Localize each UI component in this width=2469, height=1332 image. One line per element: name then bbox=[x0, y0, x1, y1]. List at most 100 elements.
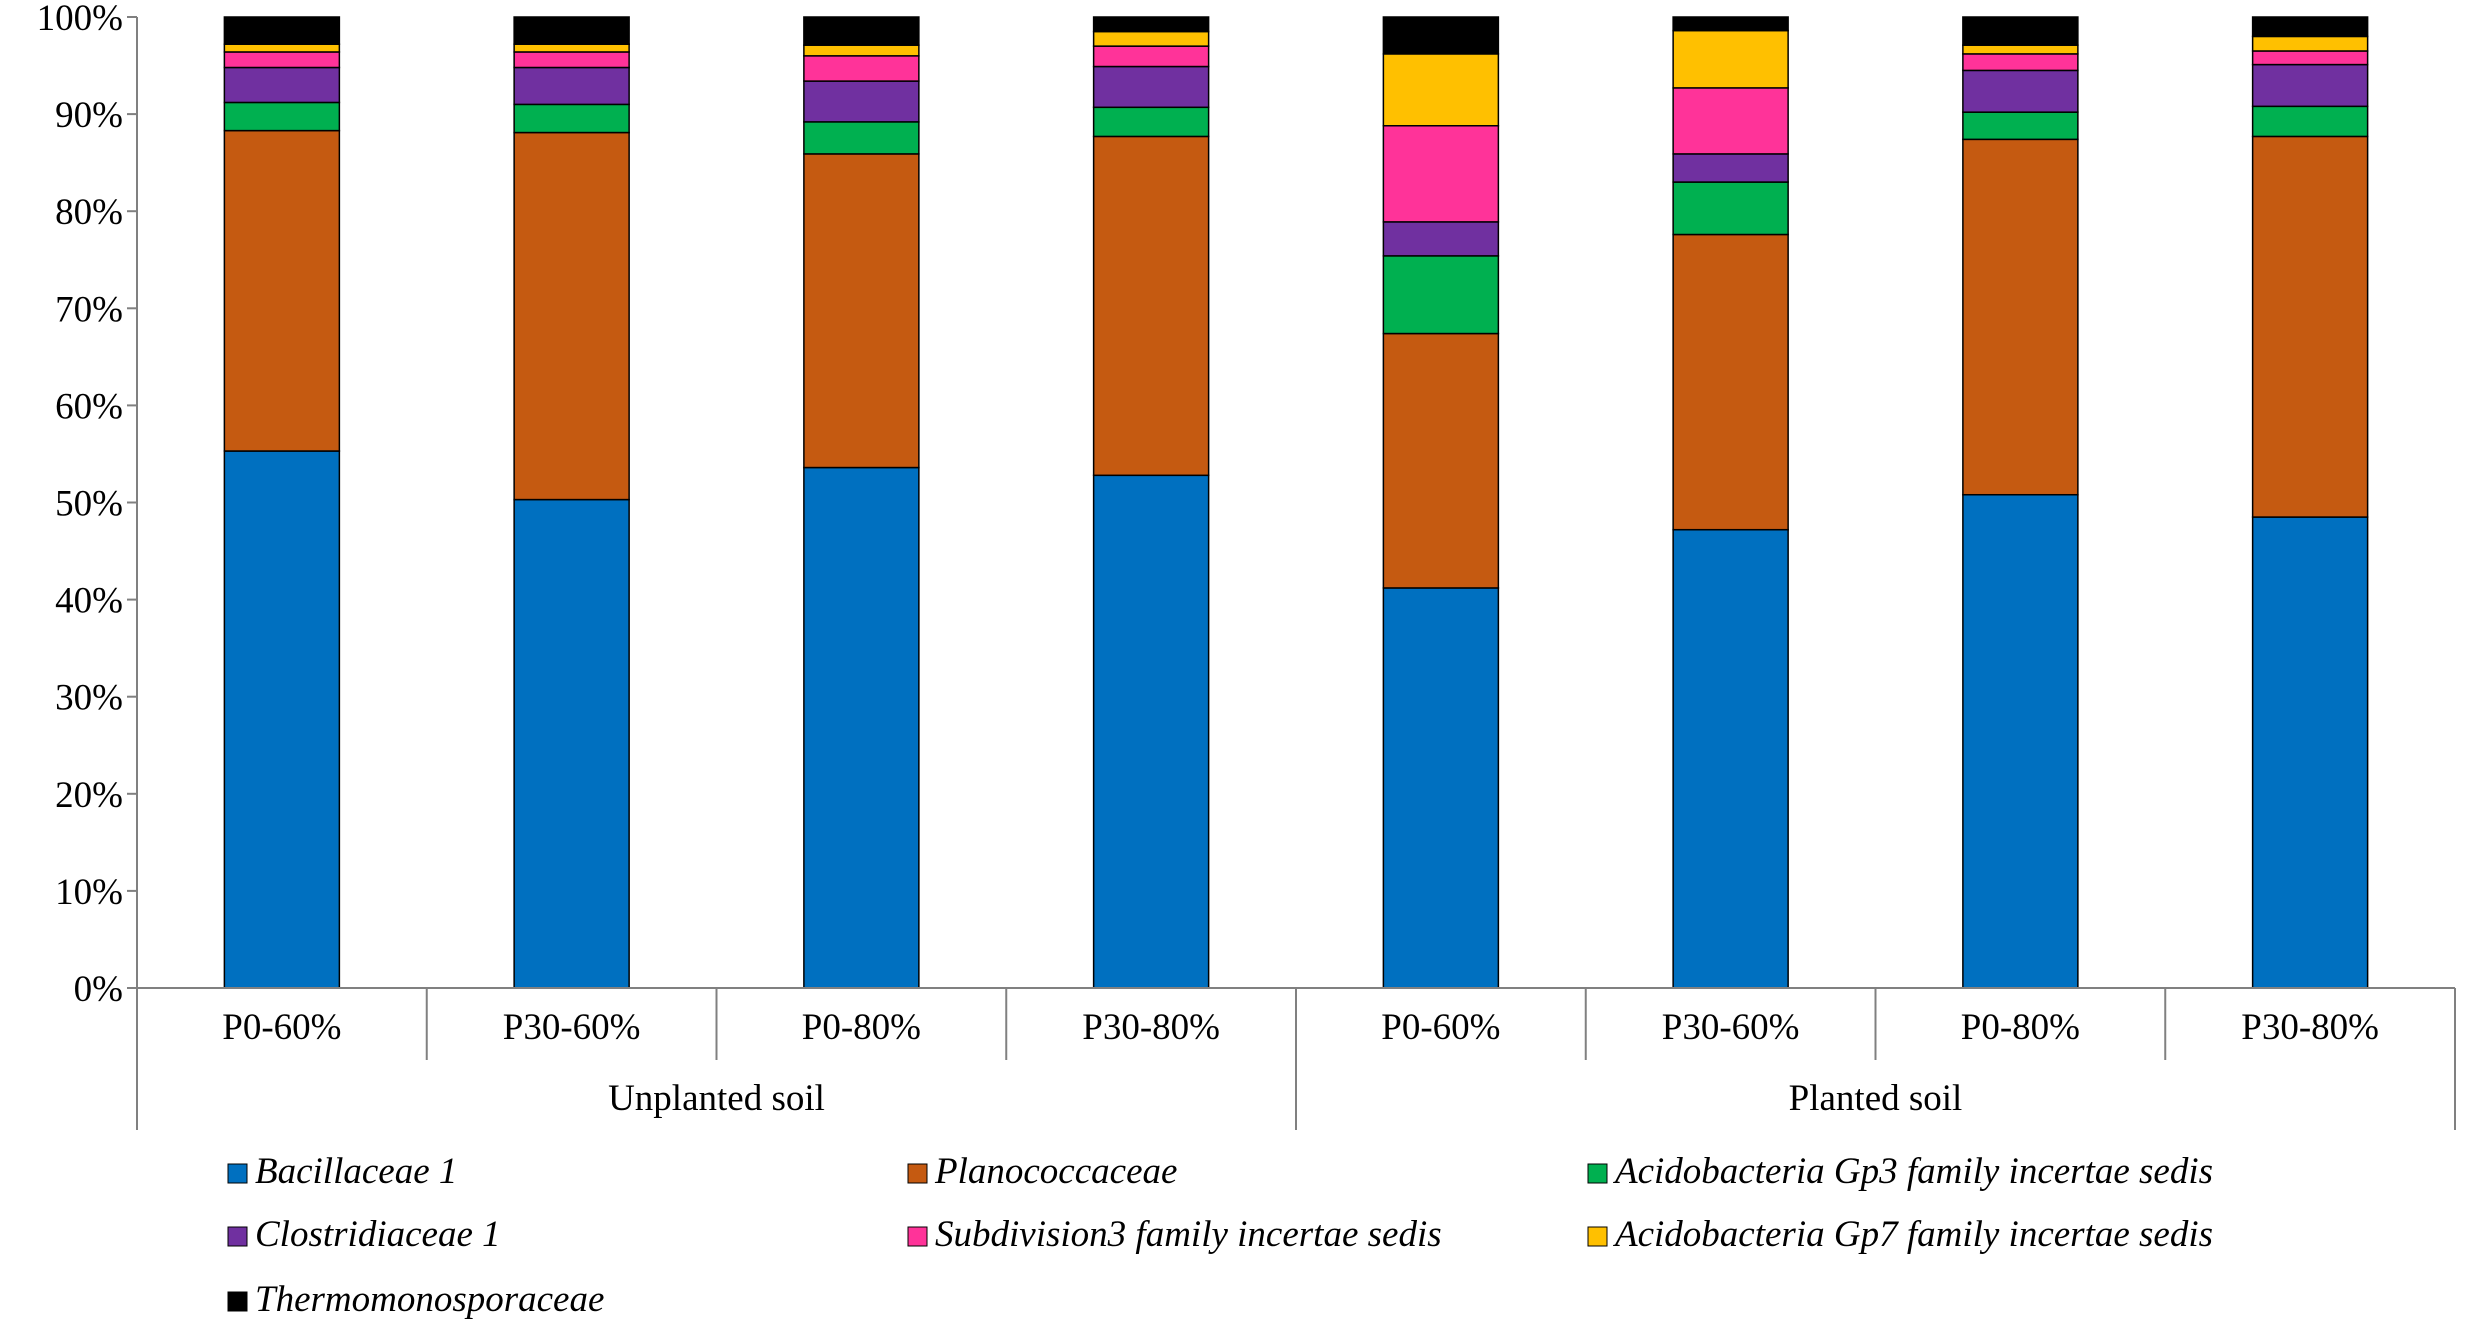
bar-stack bbox=[1092, 16, 1210, 989]
bar-segment-thermomonosporaceae bbox=[223, 16, 341, 45]
bar-segment-planococcaceae bbox=[1672, 233, 1789, 531]
bar-segment-subdivision3-family-incertae-sedis bbox=[223, 51, 341, 69]
bar-stack bbox=[1672, 16, 1789, 989]
y-tick-label: 50% bbox=[55, 484, 123, 525]
y-tick-label: 80% bbox=[55, 192, 123, 233]
bar-segment-bacillaceae-1 bbox=[1382, 587, 1500, 989]
bar-segment-acidobacteria-gp7-family-incertae-sedis bbox=[1382, 53, 1500, 127]
legend-swatch bbox=[1587, 1226, 1608, 1247]
legend-swatch bbox=[907, 1226, 928, 1247]
x-tick-label: P0-80% bbox=[1961, 1007, 2080, 1048]
bar-segment-planococcaceae bbox=[2251, 135, 2369, 518]
bar-segment-bacillaceae-1 bbox=[2251, 516, 2369, 989]
bar-stack bbox=[2251, 16, 2369, 989]
legend-label: Acidobacteria Gp7 family incertae sedis bbox=[1612, 1214, 2213, 1255]
bar-stack bbox=[513, 16, 630, 989]
legend-swatch bbox=[227, 1163, 248, 1184]
bar-segment-thermomonosporaceae bbox=[2251, 16, 2369, 38]
bar-stack bbox=[803, 16, 920, 989]
bar-segment-planococcaceae bbox=[1962, 138, 2079, 496]
bar-segment-clostridiaceae-1 bbox=[803, 80, 920, 123]
legend-label: Planococcaceae bbox=[934, 1151, 1177, 1192]
y-tick-label: 100% bbox=[37, 0, 123, 39]
bar-segment-acidobacteria-gp3-family-incertae-sedis bbox=[513, 103, 630, 134]
x-group-label: Unplanted soil bbox=[608, 1078, 825, 1119]
bar-segment-subdivision3-family-incertae-sedis bbox=[1092, 45, 1210, 68]
bar-segment-acidobacteria-gp3-family-incertae-sedis bbox=[1092, 106, 1210, 138]
x-tick-label: P0-60% bbox=[1381, 1007, 1500, 1048]
y-tick-label: 90% bbox=[55, 95, 123, 136]
x-axis: P0-60% P30-60% P0-80% P30-80% P0-60% P30-60% P… bbox=[136, 987, 2456, 1130]
bar-segment-thermomonosporaceae bbox=[803, 16, 920, 46]
x-tick-label: P30-60% bbox=[503, 1007, 641, 1048]
y-tick-label: 10% bbox=[55, 872, 123, 913]
bar-segment-thermomonosporaceae bbox=[1092, 16, 1210, 33]
legend-swatch bbox=[227, 1226, 248, 1247]
bar-segment-acidobacteria-gp3-family-incertae-sedis bbox=[1962, 111, 2079, 141]
bar-segment-thermomonosporaceae bbox=[1672, 16, 1789, 32]
bar-segment-bacillaceae-1 bbox=[513, 498, 630, 989]
bar-segment-planococcaceae bbox=[1382, 332, 1500, 589]
bar-segment-acidobacteria-gp7-family-incertae-sedis bbox=[1672, 29, 1789, 89]
bar-segment-acidobacteria-gp7-family-incertae-sedis bbox=[803, 44, 920, 57]
bar-stack bbox=[223, 16, 341, 989]
bar-segment-subdivision3-family-incertae-sedis bbox=[1672, 87, 1789, 155]
bars bbox=[223, 16, 2369, 989]
bar-segment-planococcaceae bbox=[513, 131, 630, 501]
legend-swatch bbox=[1587, 1163, 1608, 1184]
legend-item: Planococcaceae bbox=[907, 1151, 1177, 1192]
bar-segment-acidobacteria-gp3-family-incertae-sedis bbox=[803, 121, 920, 155]
y-axis: 0% 10% 20% 30% 40% 50% 60% 70% 80% 90% 100% bbox=[37, 0, 138, 1010]
bar-segment-bacillaceae-1 bbox=[1092, 474, 1210, 989]
bar-segment-thermomonosporaceae bbox=[1382, 16, 1500, 55]
bar-segment-thermomonosporaceae bbox=[513, 16, 630, 45]
bar-segment-clostridiaceae-1 bbox=[2251, 63, 2369, 108]
y-tick-label: 70% bbox=[55, 289, 123, 330]
bar-stack bbox=[1962, 16, 2079, 989]
x-tick-label: P0-60% bbox=[222, 1007, 341, 1048]
bar-segment-acidobacteria-gp7-family-incertae-sedis bbox=[513, 43, 630, 53]
bar-segment-subdivision3-family-incertae-sedis bbox=[803, 55, 920, 82]
legend-label: Clostridiaceae 1 bbox=[255, 1214, 501, 1255]
bar-segment-bacillaceae-1 bbox=[1672, 528, 1789, 989]
bar-segment-subdivision3-family-incertae-sedis bbox=[1962, 53, 2079, 72]
legend-item: Thermomonosporaceae bbox=[227, 1279, 604, 1320]
bar-segment-clostridiaceae-1 bbox=[1672, 153, 1789, 183]
bar-segment-acidobacteria-gp3-family-incertae-sedis bbox=[1672, 181, 1789, 236]
bar-stack bbox=[1382, 16, 1500, 989]
legend-item: Bacillaceae 1 bbox=[227, 1151, 457, 1192]
x-tick-label: P0-80% bbox=[802, 1007, 921, 1048]
bar-segment-clostridiaceae-1 bbox=[1092, 65, 1210, 109]
bar-segment-planococcaceae bbox=[223, 129, 341, 452]
bar-segment-acidobacteria-gp3-family-incertae-sedis bbox=[2251, 105, 2369, 138]
x-tick-label: P30-80% bbox=[1082, 1007, 1220, 1048]
bar-segment-planococcaceae bbox=[1092, 135, 1210, 477]
legend: Bacillaceae 1 Planococcaceae Acidobacteria… bbox=[227, 1151, 2213, 1320]
legend-swatch bbox=[907, 1163, 928, 1184]
bar-segment-bacillaceae-1 bbox=[803, 466, 920, 989]
legend-label: Subdivision3 family incertae sedis bbox=[935, 1214, 1442, 1255]
bar-segment-acidobacteria-gp7-family-incertae-sedis bbox=[2251, 35, 2369, 52]
bar-segment-clostridiaceae-1 bbox=[513, 66, 630, 106]
bar-segment-acidobacteria-gp3-family-incertae-sedis bbox=[223, 101, 341, 132]
legend-swatch bbox=[227, 1291, 248, 1312]
bar-segment-thermomonosporaceae bbox=[1962, 16, 2079, 46]
bar-segment-acidobacteria-gp7-family-incertae-sedis bbox=[223, 43, 341, 53]
bar-segment-clostridiaceae-1 bbox=[1382, 221, 1500, 257]
x-tick-label: P30-60% bbox=[1662, 1007, 1800, 1048]
bar-segment-acidobacteria-gp3-family-incertae-sedis bbox=[1382, 255, 1500, 335]
bar-segment-subdivision3-family-incertae-sedis bbox=[513, 51, 630, 69]
x-tick-label: P30-80% bbox=[2241, 1007, 2379, 1048]
y-tick-label: 0% bbox=[74, 969, 123, 1010]
legend-item: Clostridiaceae 1 bbox=[227, 1214, 501, 1255]
bar-segment-bacillaceae-1 bbox=[1962, 493, 2079, 989]
bar-segment-clostridiaceae-1 bbox=[223, 66, 341, 104]
bar-segment-subdivision3-family-incertae-sedis bbox=[1382, 125, 1500, 223]
bar-segment-acidobacteria-gp7-family-incertae-sedis bbox=[1092, 30, 1210, 47]
legend-label: Bacillaceae 1 bbox=[255, 1151, 457, 1192]
legend-item: Acidobacteria Gp7 family incertae sedis bbox=[1587, 1214, 2213, 1255]
legend-label: Acidobacteria Gp3 family incertae sedis bbox=[1612, 1151, 2213, 1192]
bar-segment-planococcaceae bbox=[803, 153, 920, 469]
